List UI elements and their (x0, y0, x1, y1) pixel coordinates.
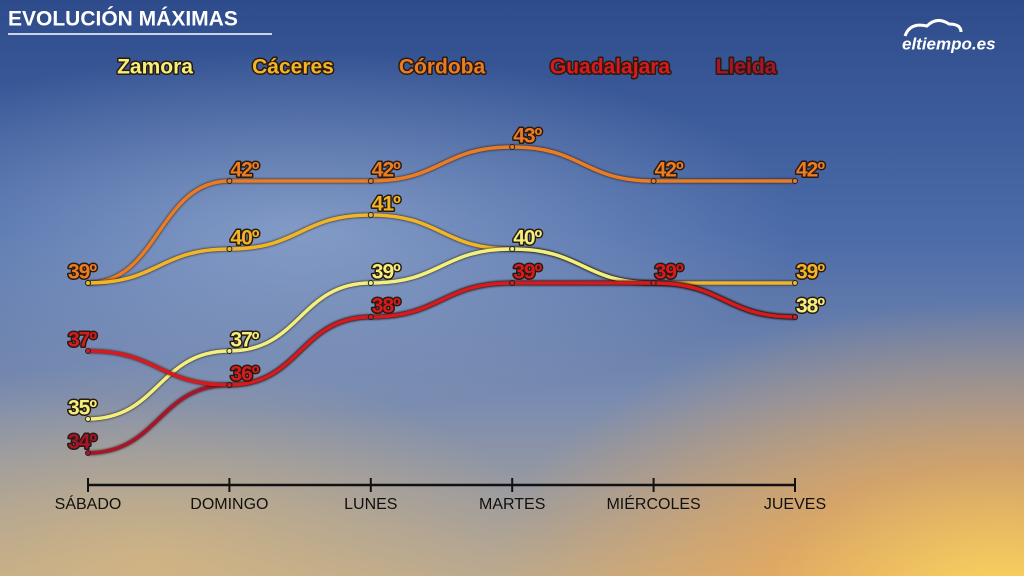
logo: eltiempo.es (902, 34, 996, 53)
point (650, 280, 657, 286)
series-line (87, 281, 796, 387)
data-label: 40º (513, 227, 542, 250)
data-label: 39º (655, 261, 684, 284)
point (226, 178, 233, 184)
point (367, 212, 374, 218)
point (509, 144, 516, 150)
legend-entry: Cáceres (252, 56, 334, 79)
point (509, 246, 516, 252)
point (792, 280, 798, 286)
data-label: 42º (655, 159, 684, 182)
point (367, 280, 374, 286)
data-label: 42º (230, 159, 259, 182)
point (367, 178, 374, 184)
point (85, 280, 91, 286)
data-label: 38º (796, 295, 825, 318)
legend-entry: Zamora (117, 56, 193, 79)
data-label: 34º (68, 431, 97, 454)
x-tick-label: SÁBADO (55, 494, 122, 513)
point (792, 314, 798, 320)
point (85, 416, 91, 422)
point (509, 280, 516, 286)
x-tick-label: DOMINGO (190, 496, 268, 513)
point (226, 246, 233, 252)
legend-entry: Córdoba (399, 56, 486, 79)
data-label: 39º (796, 261, 825, 284)
series-line (87, 281, 796, 455)
x-tick-label: LUNES (344, 496, 397, 513)
data-label: 42º (372, 159, 401, 182)
data-label: 36º (230, 363, 259, 386)
point (226, 348, 233, 354)
point (85, 450, 91, 456)
point (792, 178, 798, 184)
data-label: 35º (68, 397, 97, 420)
data-label: 41º (372, 193, 401, 216)
point (367, 314, 374, 320)
data-label: 42º (796, 159, 825, 182)
point (226, 382, 233, 388)
chart-title: EVOLUCIÓN MÁXIMAS (8, 7, 238, 31)
series-line (87, 145, 795, 285)
x-tick-label: MIÉRCOLES (606, 494, 700, 513)
data-label: 43º (513, 125, 542, 148)
data-label: 37º (230, 329, 259, 352)
point (650, 178, 657, 184)
series-line (87, 213, 795, 285)
logo-cloud (903, 19, 963, 37)
data-label: 38º (372, 295, 401, 318)
legend-entry: Lleida (716, 56, 777, 79)
data-label: 39º (68, 261, 97, 284)
x-tick-label: JUEVES (764, 496, 826, 513)
x-tick-label: MARTES (479, 496, 545, 513)
data-label: 40º (230, 227, 259, 250)
data-label: 37º (68, 329, 97, 352)
point (85, 348, 91, 354)
data-label: 39º (513, 261, 542, 284)
data-label: 39º (372, 261, 401, 284)
legend-entry: Guadalajara (550, 56, 671, 79)
